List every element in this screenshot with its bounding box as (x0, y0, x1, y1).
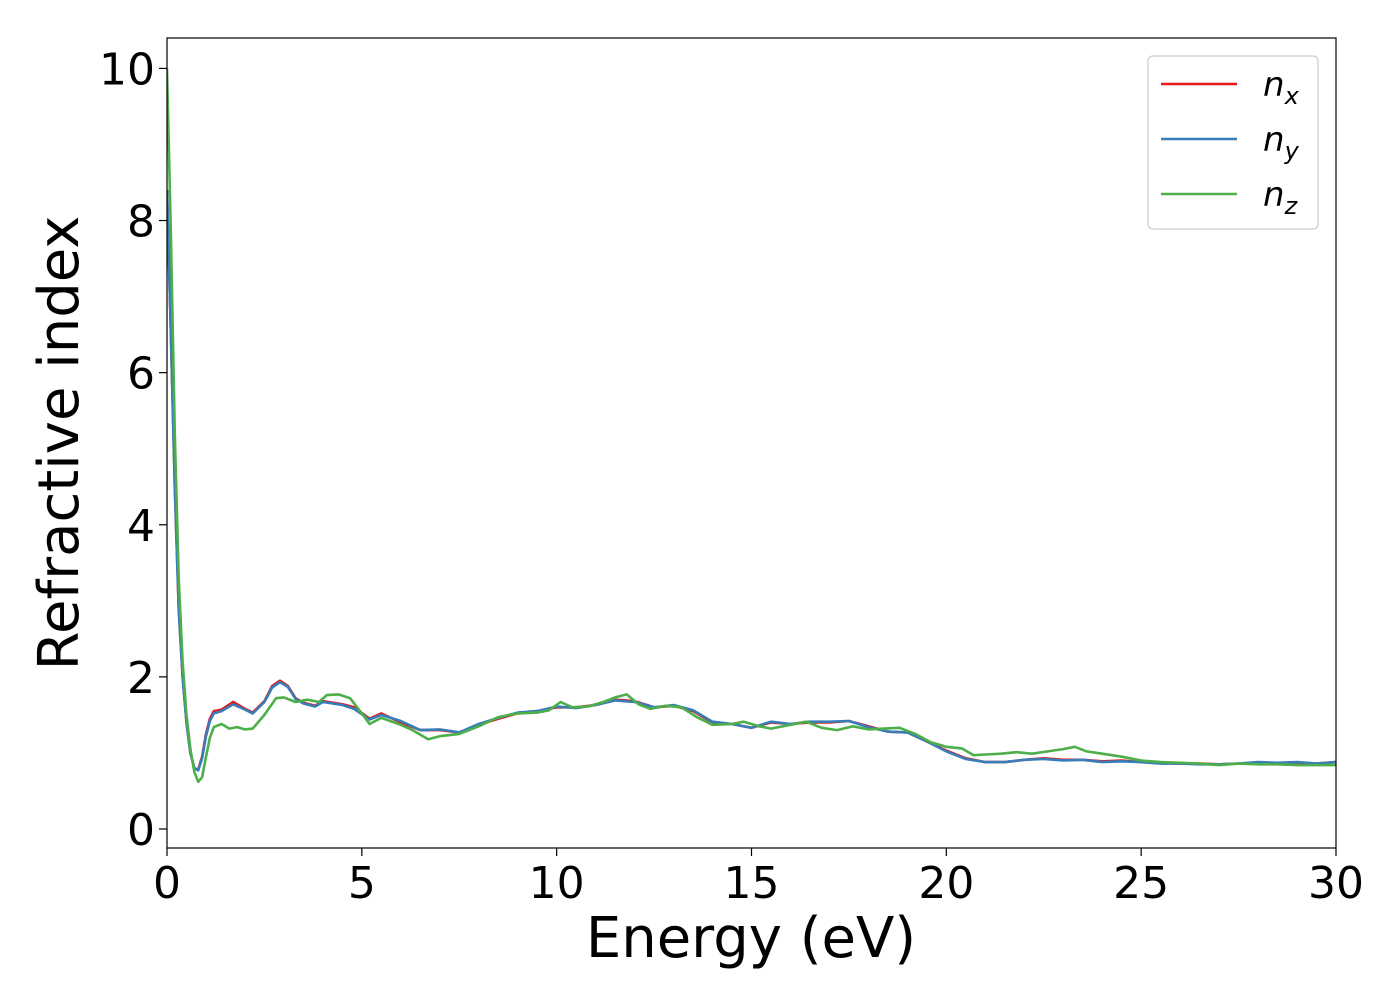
y-tick-label: 0 (127, 805, 155, 856)
legend-label-nx: nx (1263, 65, 1300, 110)
legend-label-ny: ny (1263, 120, 1300, 165)
y-tick-label: 6 (127, 349, 155, 400)
x-tick-label: 30 (1308, 858, 1364, 909)
y-tick-label: 10 (99, 44, 155, 95)
legend: nx ny nz (1147, 55, 1319, 230)
legend-box (1147, 55, 1319, 230)
y-axis-label: Refractive index (27, 216, 92, 671)
series-layer (167, 68, 1336, 784)
x-tick-label: 10 (529, 858, 585, 909)
y-tick-label: 2 (127, 653, 155, 704)
x-tick-label: 5 (348, 858, 376, 909)
x-axis: 0 5 10 15 20 25 30 (153, 848, 1364, 909)
y-tick-label: 4 (127, 501, 155, 552)
x-tick-label: 20 (918, 858, 974, 909)
series-line-nz (167, 68, 1336, 784)
y-axis: 0 2 4 6 8 10 (99, 44, 167, 856)
x-tick-label: 15 (724, 858, 780, 909)
y-tick-label: 8 (127, 197, 155, 248)
x-tick-label: 25 (1113, 858, 1169, 909)
x-axis-label: Energy (eV) (586, 906, 916, 971)
legend-label-nz: nz (1263, 175, 1299, 220)
x-tick-label: 0 (153, 858, 181, 909)
